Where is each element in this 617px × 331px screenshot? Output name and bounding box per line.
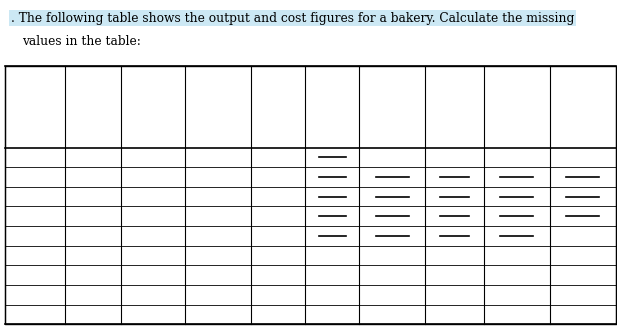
Text: 315: 315 (82, 192, 104, 202)
Text: . The following table shows the output and cost figures for a bakery. Calculate : . The following table shows the output a… (11, 12, 574, 24)
Text: 5: 5 (31, 251, 39, 260)
Text: 3: 3 (31, 211, 39, 221)
Text: 8: 8 (31, 309, 39, 319)
Text: 300: 300 (267, 309, 289, 319)
Text: 160: 160 (207, 309, 229, 319)
Text: 40: 40 (211, 192, 225, 202)
Text: 2: 2 (31, 192, 39, 202)
Text: 300: 300 (267, 172, 289, 182)
Text: 1: 1 (31, 172, 39, 182)
Text: 20: 20 (211, 172, 225, 182)
Text: Marginal
Product: Marginal Product (130, 97, 176, 117)
Text: 4: 4 (31, 231, 39, 241)
Text: 830: 830 (82, 270, 104, 280)
Text: 60: 60 (211, 211, 225, 221)
Text: 120: 120 (207, 270, 229, 280)
Text: Average
Fixed
Cost ($): Average Fixed Cost ($) (434, 91, 475, 122)
Text: Total
Cost ($): Total Cost ($) (312, 97, 352, 117)
Text: 80: 80 (211, 231, 225, 241)
Text: 60: 60 (146, 309, 160, 319)
Text: 0: 0 (215, 152, 222, 162)
Text: 0: 0 (89, 152, 97, 162)
Text: Variable
Cost ($): Variable Cost ($) (197, 97, 239, 117)
Text: 300: 300 (267, 251, 289, 260)
Text: 300: 300 (267, 270, 289, 280)
Text: 300: 300 (267, 231, 289, 241)
Text: 300: 300 (267, 192, 289, 202)
Text: 160: 160 (143, 211, 164, 221)
Text: Output
per
Day
(units): Output per Day (units) (75, 86, 111, 128)
Text: 300: 300 (267, 152, 289, 162)
Text: 100: 100 (207, 251, 229, 260)
Text: 7: 7 (31, 290, 39, 300)
Text: 730: 730 (82, 251, 104, 260)
Text: 6: 6 (31, 270, 39, 280)
Text: 140: 140 (207, 290, 229, 300)
Text: 0: 0 (31, 152, 39, 162)
Text: 150: 150 (82, 172, 104, 182)
Text: 300: 300 (267, 211, 289, 221)
Text: 140: 140 (143, 231, 164, 241)
Text: Number
of
Workers: Number of Workers (14, 91, 56, 122)
Text: Average
Variable
Cost ($): Average Variable Cost ($) (495, 91, 537, 122)
Text: 900: 900 (82, 290, 104, 300)
Text: Marginal
Cost ($): Marginal Cost ($) (560, 97, 606, 117)
Text: values in the table:: values in the table: (22, 35, 141, 48)
Text: 300: 300 (267, 290, 289, 300)
Text: Fixed
Cost ($): Fixed Cost ($) (258, 97, 298, 117)
Text: Average
Total
Cost ($): Average Total Cost ($) (371, 91, 413, 122)
